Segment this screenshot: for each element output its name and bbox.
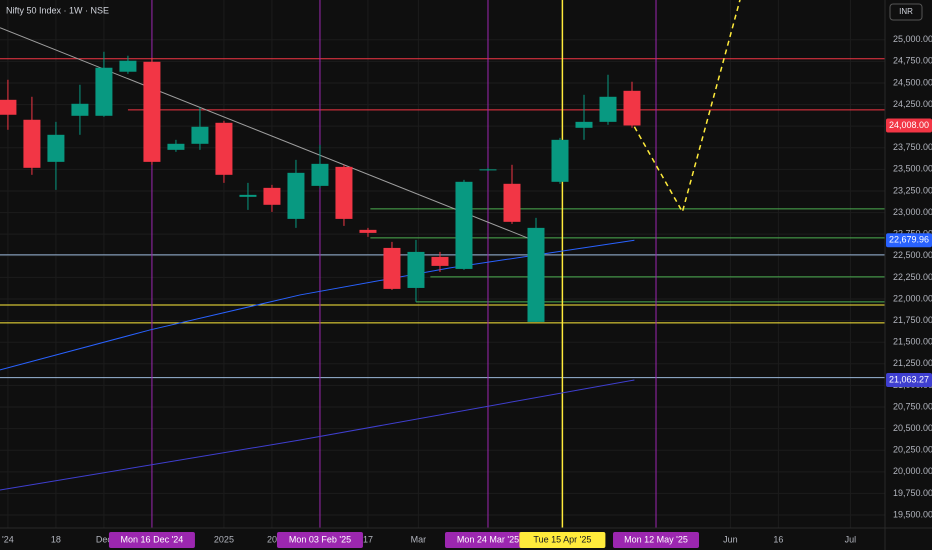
plot-area bbox=[0, 0, 885, 528]
candle-body bbox=[335, 166, 353, 219]
candle-body bbox=[527, 227, 545, 322]
x-tick-label: 2025 bbox=[214, 534, 234, 544]
candle-body bbox=[215, 122, 233, 175]
x-tick-label: '24 bbox=[2, 534, 14, 544]
grid bbox=[0, 0, 885, 528]
currency-box[interactable] bbox=[889, 3, 923, 21]
candle-body bbox=[0, 99, 17, 115]
y-tick-label: 23,750.00 bbox=[893, 142, 932, 152]
candle-body bbox=[167, 143, 185, 150]
x-highlight-box bbox=[108, 532, 195, 548]
x-tick-label: Jul bbox=[845, 534, 857, 544]
line bbox=[0, 379, 635, 491]
candle-body bbox=[143, 61, 161, 162]
candle-body bbox=[431, 256, 449, 266]
x-highlight-box bbox=[519, 532, 606, 548]
candle-body bbox=[287, 172, 305, 219]
y-tick-label: 20,000.00 bbox=[893, 466, 932, 476]
y-tick-label: 21,750.00 bbox=[893, 315, 932, 325]
y-tick-label: 21,250.00 bbox=[893, 358, 932, 368]
line bbox=[0, 239, 635, 371]
price-label: 22,679.96 bbox=[889, 235, 929, 245]
candle-body bbox=[479, 169, 497, 171]
candle-body bbox=[599, 96, 617, 122]
chart-title: Nifty 50 Index · 1W · NSE bbox=[6, 5, 109, 15]
candle-body bbox=[455, 181, 473, 269]
candle-body bbox=[407, 251, 425, 288]
candle-body bbox=[95, 67, 113, 116]
candle-body bbox=[263, 187, 281, 205]
x-highlight-box bbox=[444, 532, 531, 548]
y-tick-label: 19,500.00 bbox=[893, 509, 932, 519]
x-highlight-label: Mon 12 May '25 bbox=[624, 534, 688, 544]
y-tick-label: 23,500.00 bbox=[893, 164, 932, 174]
y-tick-label: 20,750.00 bbox=[893, 401, 932, 411]
y-tick-label: 19,750.00 bbox=[893, 488, 932, 498]
y-tick-label: 22,250.00 bbox=[893, 272, 932, 282]
x-highlight-label: Mon 16 Dec '24 bbox=[121, 534, 184, 544]
x-highlight-box bbox=[276, 532, 363, 548]
x-tick-label: Dec bbox=[96, 534, 113, 544]
x-highlight-label: Tue 15 Apr '25 bbox=[533, 534, 591, 544]
y-tick-label: 21,500.00 bbox=[893, 337, 932, 347]
y-tick-label: 20,250.00 bbox=[893, 445, 932, 455]
y-tick-label: 22,000.00 bbox=[893, 293, 932, 303]
candle-body bbox=[575, 121, 593, 128]
candle-body bbox=[71, 103, 89, 116]
x-highlight-box bbox=[613, 532, 700, 548]
line bbox=[633, 0, 741, 214]
axes: 19,500.00 19,750.00 20,000.00 20,250.00 20,5… bbox=[2, 34, 932, 548]
candle-body bbox=[47, 134, 65, 162]
candle-body bbox=[383, 247, 401, 289]
x-tick-label: 16 bbox=[773, 534, 783, 544]
candle-body bbox=[119, 60, 137, 72]
x-highlight-label: Mon 03 Feb '25 bbox=[289, 534, 351, 544]
candle-body bbox=[191, 126, 209, 144]
candle-body bbox=[551, 139, 569, 182]
y-tick-label: 24,500.00 bbox=[893, 77, 932, 87]
candle-body bbox=[359, 229, 377, 233]
x-tick-label: Mar bbox=[411, 534, 427, 544]
x-tick-label: 17 bbox=[363, 534, 373, 544]
x-highlight-label: Mon 24 Mar '25 bbox=[457, 534, 519, 544]
x-tick-label: 20 bbox=[267, 534, 277, 544]
price-label-box bbox=[886, 372, 932, 387]
y-tick-label: 22,500.00 bbox=[893, 250, 932, 260]
candle-body bbox=[239, 194, 257, 197]
y-tick-label: 25,000.00 bbox=[893, 34, 932, 44]
price-label: 21,063.27 bbox=[889, 374, 929, 384]
price-label: 24,008.00 bbox=[889, 120, 929, 130]
currency[interactable]: INR bbox=[899, 7, 913, 16]
y-tick-label: 20,500.00 bbox=[893, 423, 932, 433]
x-tick-label: 18 bbox=[51, 534, 61, 544]
candle-body bbox=[623, 90, 641, 126]
price-label-box bbox=[886, 233, 932, 248]
line bbox=[0, 27, 541, 244]
y-tick-label: 23,250.00 bbox=[893, 185, 932, 195]
y-tick-label: 23,000.00 bbox=[893, 207, 932, 217]
candle-body bbox=[311, 163, 329, 186]
x-tick-label: Jun bbox=[723, 534, 738, 544]
candle-body bbox=[503, 183, 521, 222]
y-tick-label: 24,750.00 bbox=[893, 56, 932, 66]
candle-body bbox=[23, 119, 41, 168]
price-label-box bbox=[886, 118, 932, 133]
y-tick-label: 24,250.00 bbox=[893, 99, 932, 109]
